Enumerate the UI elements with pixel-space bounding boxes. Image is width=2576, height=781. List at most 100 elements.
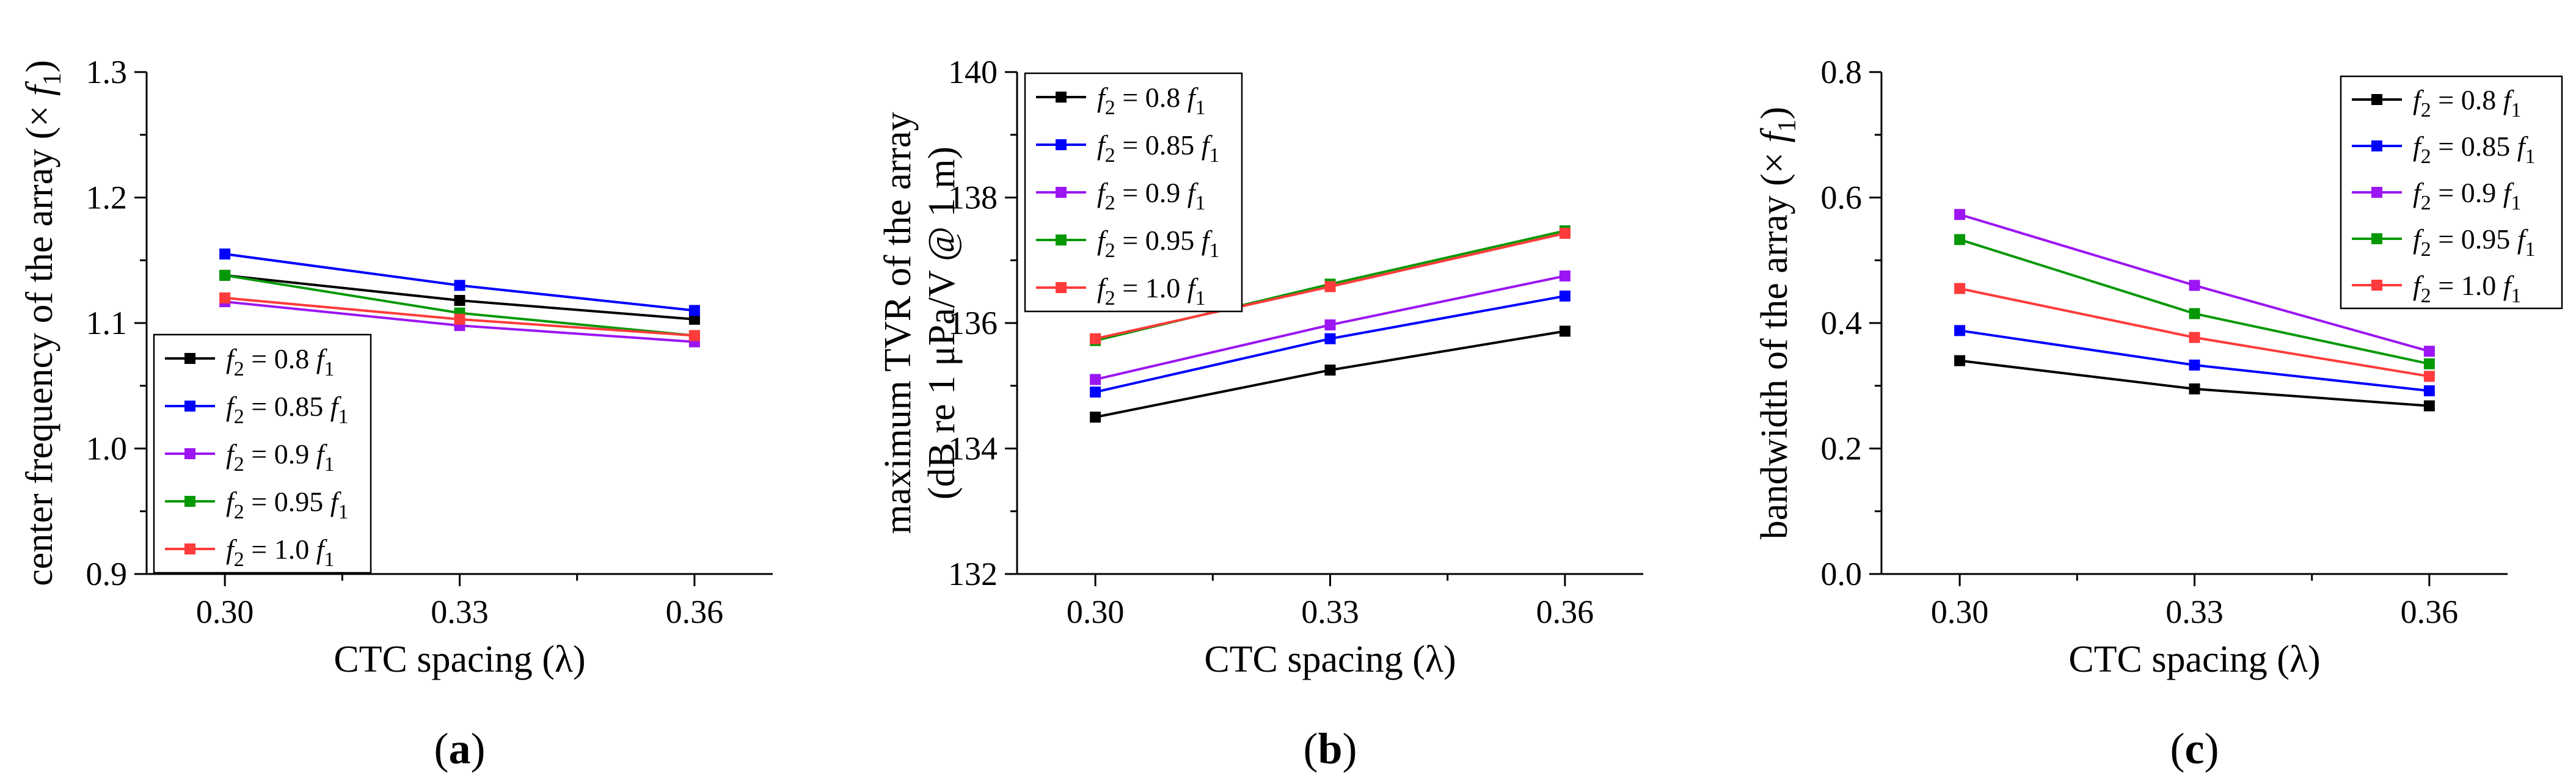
legend-swatch-marker: [184, 353, 195, 364]
legend-sub: 1: [2525, 238, 2536, 261]
y-axis-title-sub: 1: [38, 73, 67, 85]
data-point: [2189, 359, 2200, 371]
legend-sub: 2: [2421, 238, 2431, 261]
legend-swatch-marker: [1056, 282, 1067, 293]
x-axis-title: CTC spacing (λ): [1204, 639, 1456, 680]
legend-sub: 2: [1105, 192, 1115, 214]
data-point: [1954, 283, 1966, 294]
data-point: [688, 313, 700, 325]
legend-swatch-marker: [184, 543, 195, 554]
legend-sub: 2: [1105, 96, 1115, 119]
legend-sub: 1: [324, 453, 335, 476]
panel-label-open: (: [434, 724, 449, 773]
data-point: [2189, 332, 2200, 343]
legend-swatch-marker: [2371, 280, 2382, 291]
y-tick-label: 0.0: [1821, 556, 1863, 592]
data-point: [1324, 365, 1336, 376]
y-axis-title-main: center frequency of the array (×: [19, 96, 60, 586]
legend-sub: 2: [1105, 144, 1115, 167]
legend-swatch-marker: [2371, 140, 2382, 151]
legend-sub: 1: [338, 501, 349, 523]
legend-swatch-marker: [2371, 233, 2382, 244]
legend-sub: 1: [338, 405, 349, 428]
legend-value: = 0.9: [244, 438, 316, 470]
data-point: [1954, 209, 1966, 220]
y-tick-label: 138: [948, 180, 998, 216]
panel-2: 132 134 136 138 140 0.30 0.33 0.36 CTC spacing (…: [877, 54, 1643, 773]
legend-sub: 2: [234, 548, 244, 571]
data-point: [2189, 383, 2200, 394]
legend-value: = 0.95: [1115, 225, 1202, 256]
panel-label-close: ): [1343, 724, 1357, 773]
legend-entry: f2 = 0.85 f1: [2413, 131, 2536, 168]
legend-sub: 1: [2511, 99, 2522, 122]
y-axis-title-tail: ): [19, 60, 60, 73]
panel-label: (a): [434, 724, 486, 773]
data-point: [1324, 281, 1336, 292]
x-tick-label: 0.36: [2401, 594, 2459, 630]
legend-swatch-marker: [1056, 187, 1067, 198]
data-point: [1090, 412, 1101, 423]
y-axis-title-main: bandwidth of the array (×: [1754, 143, 1795, 540]
legend-sub: 2: [2421, 285, 2431, 307]
legend-value: = 0.85: [1115, 129, 1202, 161]
legend-sub: 2: [1105, 287, 1115, 310]
data-point: [688, 305, 700, 316]
legend-swatch-marker: [2371, 94, 2382, 105]
data-point: [454, 313, 465, 325]
x-axis-title: CTC spacing (λ): [2068, 639, 2320, 680]
legend-value: = 0.85: [244, 391, 330, 422]
series-3: [1090, 270, 1571, 385]
data-point: [1954, 325, 1966, 336]
data-point: [1954, 355, 1966, 366]
data-point: [219, 269, 231, 281]
legend-sub: 1: [1195, 192, 1206, 214]
x-tick-label: 0.33: [431, 594, 489, 630]
y-axis-title: bandwidth of the array (× f1): [1754, 107, 1801, 539]
data-point: [454, 295, 465, 307]
legend-entry: f2 = 0.95 f1: [1097, 225, 1220, 262]
y-tick-label: 1.2: [86, 180, 128, 216]
legend-swatch-marker: [184, 401, 195, 412]
legend-value: = 0.9: [2431, 177, 2503, 208]
legend-value: = 0.8: [244, 343, 316, 374]
legend-value: = 1.0: [244, 534, 316, 565]
y-tick-label: 0.9: [86, 556, 128, 592]
x-tick-label: 0.36: [666, 594, 724, 630]
y-tick-label: 0.2: [1821, 430, 1863, 467]
legend-value: = 0.95: [244, 486, 330, 517]
y-tick-label: 0.8: [1821, 54, 1863, 90]
x-tick-label: 0.30: [1067, 594, 1125, 630]
x-axis-title: CTC spacing (λ): [334, 639, 585, 680]
data-point: [2423, 371, 2435, 382]
legend-sub: 2: [234, 405, 244, 428]
y-axis-title-line1: maximum TVR of the array: [877, 112, 919, 534]
x-tick-label: 0.33: [1301, 594, 1359, 630]
legend-swatch-marker: [1056, 139, 1067, 150]
panel-label-letter: a: [449, 724, 471, 773]
data-point: [2189, 280, 2200, 291]
y-axis-title-line2: (dB re 1 μPa/V @ 1 m): [921, 147, 963, 499]
legend-swatch-marker: [184, 496, 195, 507]
panel-1: 0.9 1.0 1.1 1.2 1.3 0.30 0.33 0.36 CTC spacing (…: [19, 54, 773, 773]
panel-label: (c): [2170, 724, 2219, 773]
legend-sub: 1: [324, 548, 335, 571]
series-1: [1954, 355, 2435, 412]
y-tick-label: 134: [948, 430, 998, 467]
legend-value: = 0.8: [1115, 82, 1188, 113]
data-point: [2189, 308, 2200, 319]
legend-entry: f2 = 0.9 f1: [2413, 177, 2522, 214]
legend-sub: 2: [234, 501, 244, 523]
series-5: [1954, 283, 2435, 382]
data-point: [1559, 270, 1571, 282]
legend-sub: 1: [1210, 239, 1220, 262]
series-2: [1090, 290, 1571, 398]
legend-sub: 2: [1105, 239, 1115, 262]
series-4: [1954, 234, 2435, 369]
panel-label-open: (: [1303, 724, 1318, 773]
panel-label-close: ): [471, 724, 486, 773]
legend-sub: 1: [1210, 144, 1220, 167]
